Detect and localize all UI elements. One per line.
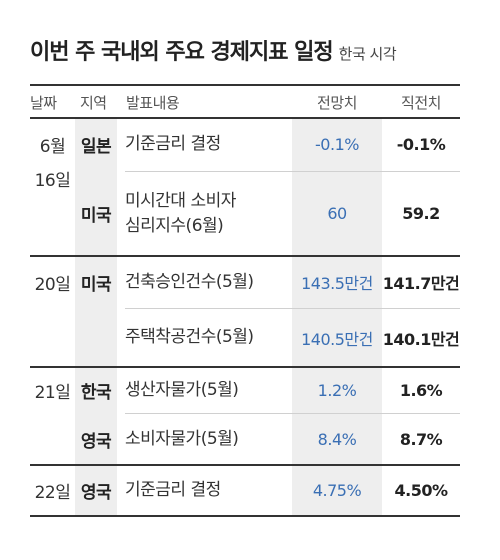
row-forecast: 60 (327, 204, 347, 223)
row-forecast: 143.5만건 (301, 274, 373, 293)
group-divider (30, 255, 460, 257)
row-forecast: -0.1% (315, 135, 359, 154)
row-content-line: 심리지수(6월) (125, 215, 224, 236)
table-bottom-rule (30, 515, 460, 517)
row-country: 영국 (80, 431, 112, 452)
row-forecast: 4.75% (312, 480, 362, 500)
row-previous: 4.50% (394, 480, 448, 500)
row-date: 20일 (34, 274, 71, 295)
row-country: 미국 (80, 206, 112, 226)
header-bottom-rule (30, 117, 460, 119)
row-previous: 140.1만건 (382, 329, 460, 349)
header-content: 발표내용 (126, 93, 180, 112)
row-content: 기준금리 결정 (125, 479, 221, 500)
row-previous: 141.7만건 (382, 274, 460, 293)
header-forecast: 전망치 (317, 93, 357, 112)
row-content: 기준금리 결정 (125, 134, 221, 154)
row-content: 미시간대 소비자 심리지수(6월) (125, 172, 290, 255)
row-content-line: 미시간대 소비자 (125, 190, 236, 211)
row-date: 21일 (34, 382, 71, 403)
row-divider (125, 413, 460, 414)
row-previous: 8.7% (399, 429, 443, 449)
row-content: 소비자물가(5월) (125, 428, 239, 449)
row-previous: -0.1% (396, 135, 446, 154)
row-divider (125, 308, 460, 309)
row-country: 한국 (80, 382, 112, 403)
header-date: 날짜 (30, 93, 57, 112)
group-divider (30, 464, 460, 466)
row-country: 미국 (80, 274, 112, 295)
page-title: 이번 주 국내외 주요 경제지표 일정 (30, 40, 334, 65)
header-country: 지역 (80, 93, 107, 112)
group-divider (30, 366, 460, 368)
title-area: 이번 주 국내외 주요 경제지표 일정 한국 시각 (30, 34, 397, 66)
row-date: 16일 (34, 170, 71, 191)
page-subtitle: 한국 시각 (338, 45, 397, 63)
row-previous: 1.6% (399, 380, 443, 400)
row-country: 영국 (80, 482, 112, 503)
row-forecast: 8.4% (317, 429, 357, 449)
forecast-column-bg (292, 118, 382, 515)
row-divider (125, 171, 460, 172)
row-date: 22일 (34, 482, 71, 503)
header-previous: 직전치 (401, 93, 441, 112)
row-country: 일본 (80, 137, 112, 157)
row-content: 생산자물가(5월) (125, 379, 239, 400)
row-previous: 59.2 (402, 204, 440, 223)
row-forecast: 1.2% (317, 380, 357, 400)
row-date: 6월 (39, 137, 66, 157)
country-column-bg (75, 118, 117, 515)
table-top-rule (30, 84, 460, 86)
row-forecast: 140.5만건 (301, 329, 373, 349)
row-content: 주택착공건수(5월) (125, 327, 254, 347)
row-content: 건축승인건수(5월) (125, 271, 254, 292)
